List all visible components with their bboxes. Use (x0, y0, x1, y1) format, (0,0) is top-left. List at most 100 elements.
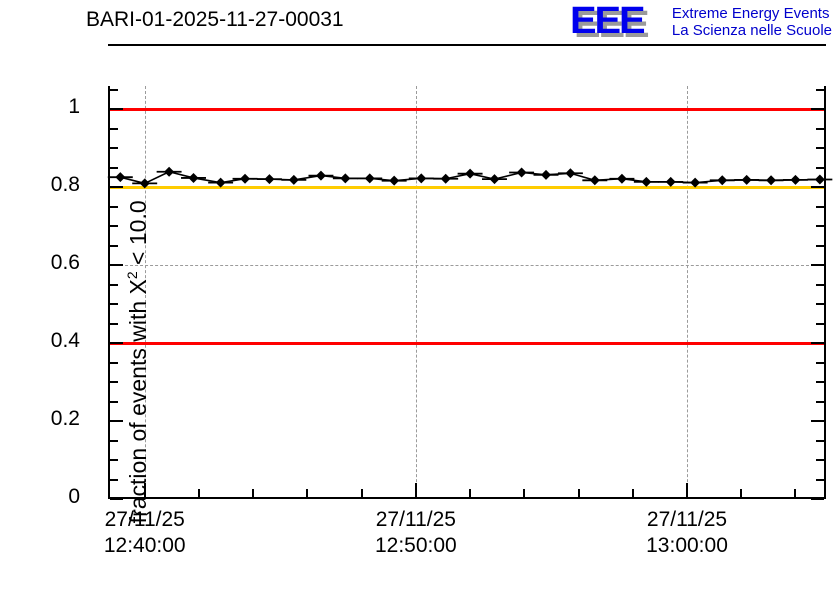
y-tick-minor (110, 147, 118, 150)
y-tick-right (811, 420, 824, 423)
y-tick-minor (110, 322, 118, 325)
data-point-marker (139, 178, 150, 189)
y-tick-minor (110, 225, 118, 228)
data-point-marker (264, 174, 275, 185)
data-point-marker (465, 168, 476, 179)
y-tick-major (110, 342, 123, 345)
data-point-marker (164, 166, 175, 177)
eee-logo: EEE EEE Extreme Energy Events La Scienza… (569, 0, 832, 46)
x-tick-major (143, 483, 146, 497)
eee-logo-text: Extreme Energy Events La Scienza nelle S… (672, 5, 832, 39)
y-tick-major (110, 498, 123, 500)
upper-red-threshold (110, 107, 824, 111)
x-tick-label: 27/11/25 13:00:00 (607, 507, 767, 559)
y-tick-minor (110, 400, 118, 403)
y-tick-label: 0.2 (50, 407, 80, 431)
y-tick-right (811, 498, 824, 500)
x-gridline (415, 86, 417, 497)
data-point-marker (115, 172, 126, 183)
eee-logo-mark: EEE EEE (569, 0, 666, 46)
y-tick-label: 1 (68, 95, 80, 119)
data-point-marker (790, 174, 801, 185)
x-tick-minor (577, 489, 580, 497)
x-tick-minor (360, 489, 363, 497)
data-series-layer (107, 166, 833, 189)
data-point-marker (489, 174, 500, 185)
y-tick-right (816, 205, 824, 208)
x-tick-minor (197, 489, 200, 497)
lower-red-threshold (110, 341, 824, 345)
eee-logo-line2: La Scienza nelle Scuole (671, 22, 832, 39)
eee-logo-mark-main: EEE (569, 0, 646, 42)
y-tick-right (816, 147, 824, 150)
y-tick-major (110, 186, 123, 189)
x-tick-label-time: 13:00:00 (646, 534, 728, 557)
y-tick-minor (110, 361, 118, 364)
y-gridline (110, 265, 824, 267)
y-tick-right (816, 127, 824, 130)
y-tick-right (816, 88, 824, 91)
y-axis-title-sup: 2 (124, 271, 141, 280)
y-tick-right (816, 361, 824, 364)
data-point-marker (641, 176, 652, 187)
y-tick-minor (110, 439, 118, 442)
y-axis-title-pre: fraction of events with X (124, 279, 151, 524)
y-tick-right (816, 439, 824, 442)
y-tick-right (816, 225, 824, 228)
y-tick-minor (110, 459, 118, 462)
chart-screenshot: BARI-01-2025-11-27-00031 EEE EEE Extreme… (50, 0, 833, 559)
data-point-marker (440, 173, 451, 184)
data-point-marker (717, 175, 728, 186)
y-tick-right (816, 322, 824, 325)
x-tick-label-time: 12:40:00 (103, 534, 186, 557)
eee-logo-mark-shadow: EEE (573, 4, 650, 46)
y-tick-label: 0 (68, 485, 80, 508)
x-tick-label-time: 12:50:00 (374, 534, 457, 557)
y-tick-right (811, 108, 824, 111)
x-tick-minor (740, 489, 743, 497)
y-tick-minor (110, 127, 118, 130)
data-point-marker (389, 175, 400, 186)
x-tick-minor (306, 489, 309, 497)
y-tick-minor (110, 381, 118, 384)
x-tick-label-date: 27/11/25 (104, 508, 185, 531)
y-tick-right (816, 400, 824, 403)
y-tick-minor (110, 283, 118, 286)
yellow-threshold (110, 185, 824, 189)
x-tick-label-date: 27/11/25 (375, 508, 456, 531)
data-point-marker (766, 175, 777, 186)
data-point-marker (565, 168, 576, 179)
x-gridline (687, 86, 688, 497)
x-tick-minor (794, 489, 797, 497)
x-tick-major (686, 483, 688, 497)
plot-frame-top (108, 44, 826, 46)
y-tick-minor (110, 478, 118, 481)
data-point-marker (288, 174, 299, 185)
y-tick-major (110, 420, 123, 423)
data-point-marker (240, 173, 251, 184)
y-tick-label: 0.8 (50, 173, 80, 197)
y-tick-right (816, 459, 824, 462)
y-tick-right (816, 166, 824, 169)
x-tick-label: 27/11/25 12:40:00 (65, 507, 225, 559)
x-tick-minor (469, 489, 472, 497)
y-tick-right (816, 478, 824, 481)
data-point-marker (516, 167, 527, 178)
x-tick-major (414, 483, 417, 497)
y-tick-right (816, 381, 824, 384)
y-tick-major (110, 108, 123, 111)
y-axis-title-post: < 10.0 (124, 200, 151, 272)
y-tick-minor (110, 205, 118, 208)
x-tick-minor (631, 489, 634, 497)
y-tick-right (816, 303, 824, 306)
data-point-marker (741, 174, 752, 185)
data-point-marker (364, 173, 375, 184)
data-point-marker (616, 173, 627, 184)
y-tick-minor (110, 244, 118, 247)
plot-inner (107, 86, 833, 500)
y-tick-right (811, 342, 824, 345)
eee-logo-line1: Extreme Energy Events (671, 5, 830, 22)
data-point-marker (589, 175, 600, 186)
data-point-marker (665, 176, 676, 187)
data-point-marker (814, 174, 825, 185)
